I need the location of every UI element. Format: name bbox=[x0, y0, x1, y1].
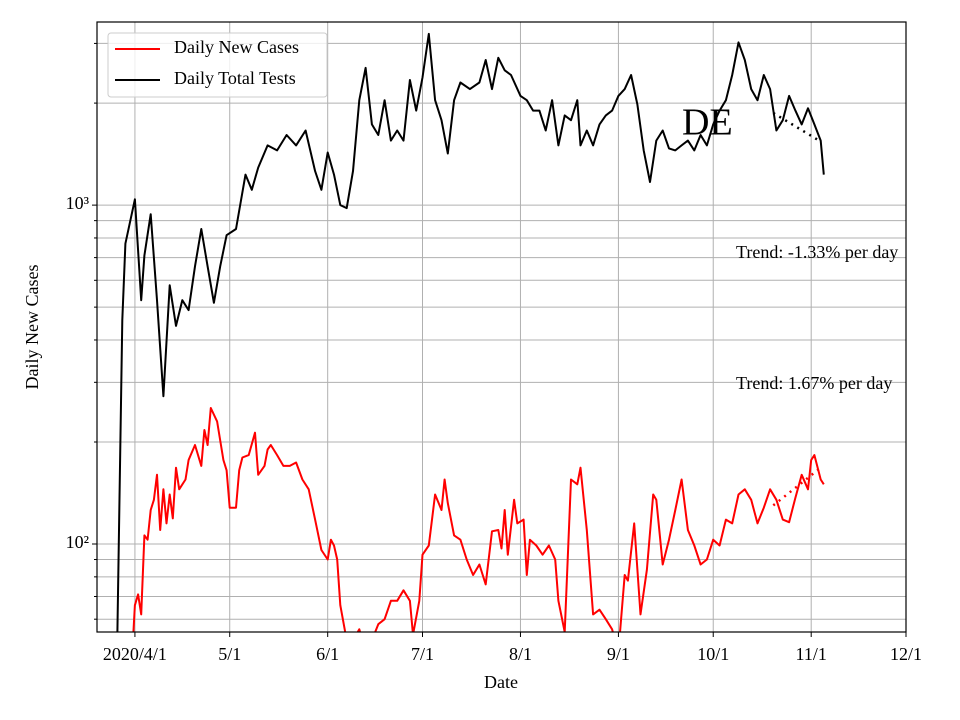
y-tick-label: 10³ bbox=[66, 193, 90, 213]
annotation: Trend: -1.33% per day bbox=[736, 242, 898, 262]
series-line bbox=[132, 407, 825, 632]
x-tick-label: 10/1 bbox=[697, 644, 729, 664]
grid bbox=[97, 22, 907, 632]
x-tick-label: 6/1 bbox=[316, 644, 339, 664]
x-tick-label: 11/1 bbox=[796, 644, 827, 664]
trend-line bbox=[772, 466, 822, 507]
y-tick-label: 10² bbox=[66, 532, 89, 552]
axes-frame bbox=[96, 21, 907, 633]
x-tick-label: 5/1 bbox=[218, 644, 241, 664]
legend-label: Daily New Cases bbox=[174, 37, 299, 57]
legend-label: Daily Total Tests bbox=[174, 68, 296, 88]
legend: Daily New Cases Daily Total Tests bbox=[107, 32, 328, 98]
x-tick-label: 8/1 bbox=[509, 644, 532, 664]
y-axis-label: Daily New Cases bbox=[22, 265, 42, 390]
annotation: Trend: 1.67% per day bbox=[736, 373, 892, 393]
x-tick-label: 9/1 bbox=[607, 644, 630, 664]
series-line bbox=[116, 32, 825, 632]
plot-area bbox=[116, 32, 825, 632]
x-tick-label: 12/1 bbox=[890, 644, 922, 664]
annotation: DE bbox=[682, 102, 733, 144]
legend-box bbox=[107, 32, 328, 98]
x-tick-label: 7/1 bbox=[411, 644, 434, 664]
x-tick-label: 2020/4/1 bbox=[103, 644, 167, 664]
x-axis-label: Date bbox=[484, 672, 518, 692]
